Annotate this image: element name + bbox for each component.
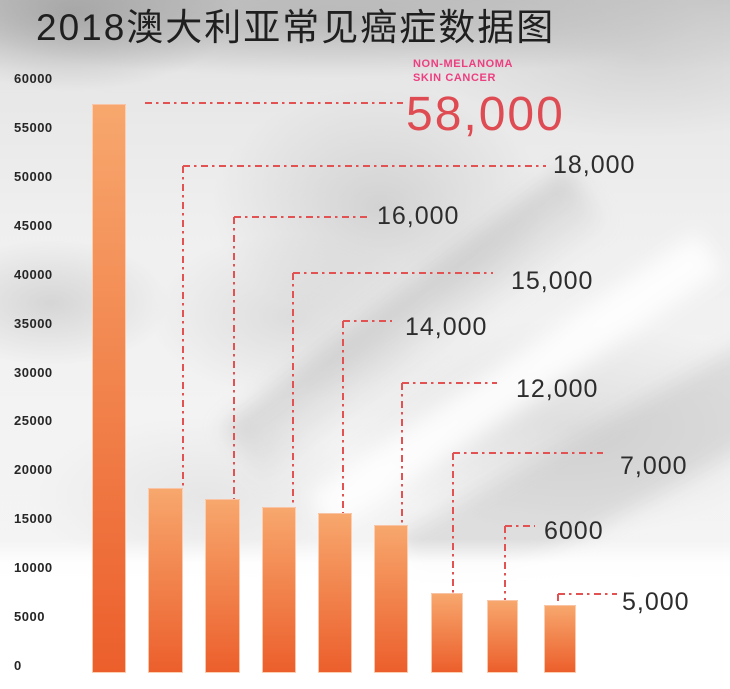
y-axis-tick-label: 45000 <box>14 217 53 233</box>
y-axis-tick-label: 10000 <box>14 560 53 576</box>
highlight-category-line2: SKIN CANCER <box>413 72 496 84</box>
leader-line-horizontal <box>293 272 493 274</box>
value-label: 5,000 <box>622 588 690 616</box>
bar-4 <box>262 507 296 673</box>
leader-line-horizontal <box>234 216 370 218</box>
leader-line-horizontal <box>558 593 617 595</box>
y-axis-tick-label: 50000 <box>14 168 53 184</box>
y-axis-tick-label: 0 <box>14 658 22 673</box>
value-label: 15,000 <box>511 267 594 295</box>
value-label: 14,000 <box>405 313 488 341</box>
y-axis-tick-label: 15000 <box>14 511 53 527</box>
leader-line-vertical <box>452 453 454 593</box>
y-axis-tick-label: 25000 <box>14 413 53 429</box>
value-label: 12,000 <box>516 375 599 403</box>
leader-line-vertical <box>401 383 403 525</box>
y-axis-tick-label: 30000 <box>14 364 53 380</box>
value-label: 16,000 <box>377 202 460 230</box>
y-axis-tick-label: 5000 <box>14 609 45 625</box>
value-label: 6000 <box>544 517 604 545</box>
leader-line-vertical <box>557 594 559 605</box>
leader-line-vertical <box>182 166 184 488</box>
leader-line-vertical <box>292 273 294 507</box>
bar-9 <box>544 605 576 673</box>
y-axis-tick-label: 55000 <box>14 119 53 135</box>
leader-line-horizontal <box>453 452 603 454</box>
highlight-value-label: 58,000 <box>406 88 565 141</box>
bar-1 <box>92 104 126 673</box>
leader-line-horizontal <box>183 165 546 167</box>
bar-8 <box>487 600 518 673</box>
bar-7 <box>431 593 463 673</box>
bar-5 <box>318 513 352 673</box>
bar-6 <box>374 525 408 673</box>
leader-line-horizontal <box>505 525 535 527</box>
leader-line-vertical <box>233 217 235 499</box>
chart-title: 2018澳大利亚常见癌症数据图 <box>36 7 556 48</box>
value-label: 7,000 <box>620 452 688 480</box>
highlight-category-line1: NON-MELANOMA <box>413 58 514 70</box>
value-label: 18,000 <box>553 151 636 179</box>
bar-2 <box>148 488 183 673</box>
leader-line-horizontal <box>343 320 392 322</box>
y-axis-tick-label: 40000 <box>14 266 53 282</box>
y-axis-tick-label: 20000 <box>14 462 53 478</box>
y-axis-tick-label: 60000 <box>14 71 53 86</box>
leader-line-horizontal <box>145 102 403 104</box>
y-axis-tick-label: 35000 <box>14 315 53 331</box>
leader-line-vertical <box>342 321 344 513</box>
leader-line-horizontal <box>402 382 497 384</box>
bar-3 <box>205 499 240 673</box>
leader-line-vertical <box>504 526 506 600</box>
